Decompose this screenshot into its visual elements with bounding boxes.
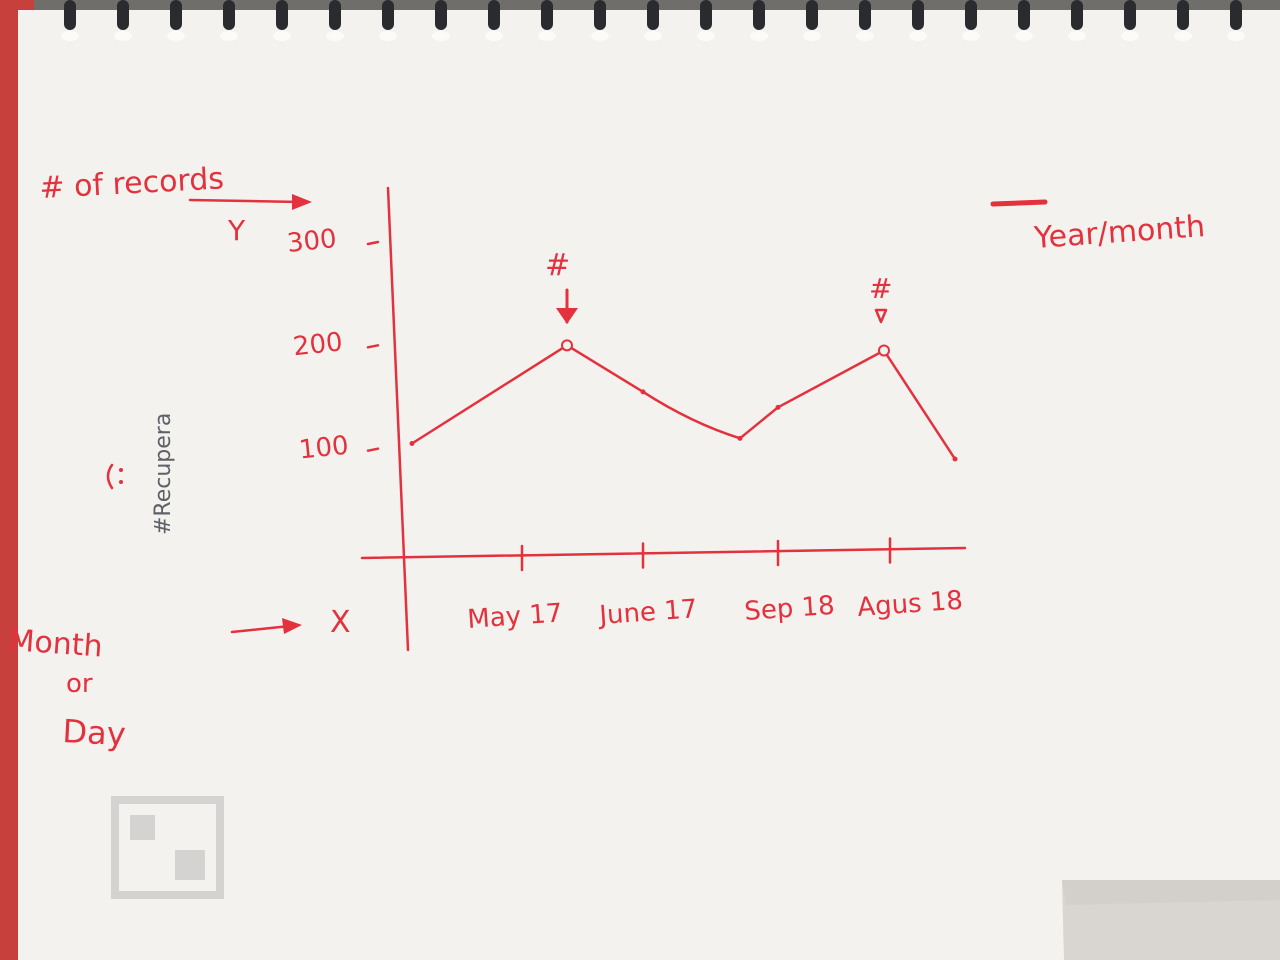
arrow-down-icon — [556, 288, 578, 324]
y-tick-mark — [366, 447, 380, 452]
x-tick-label: Sep 18 — [743, 591, 835, 627]
x-axis-title-line-1: Month — [7, 623, 103, 664]
spiral-coil — [114, 0, 132, 41]
peak-marker-1-label: # — [545, 248, 570, 283]
y-tick-label: 100 — [298, 431, 351, 466]
spiral-coil — [485, 0, 503, 41]
spiral-coil — [1015, 0, 1033, 41]
spiral-coil — [379, 0, 397, 41]
spiral-coil — [167, 0, 185, 41]
y-axis — [386, 186, 410, 652]
data-point — [952, 456, 958, 462]
y-tick-mark — [366, 344, 380, 349]
stamp-text: #Recupera — [151, 413, 176, 535]
x-tick-label: May 17 — [466, 598, 563, 635]
spiral-coil — [432, 0, 450, 41]
spiral-coil — [1121, 0, 1139, 41]
data-point — [775, 404, 781, 410]
smiley-icon — [106, 463, 123, 490]
paper-shadow — [1062, 880, 1280, 905]
spiral-coil — [803, 0, 821, 41]
data-point — [409, 441, 415, 446]
arrow-right-icon — [188, 194, 312, 210]
x-tick-label: June 17 — [596, 594, 698, 631]
peak-point — [561, 339, 573, 352]
series-layer — [409, 339, 958, 462]
paper-sheet — [18, 10, 1280, 960]
spiral-coil — [856, 0, 874, 41]
spiral-coil — [1227, 0, 1245, 41]
x-axis-title-line-3: Day — [62, 712, 127, 753]
x-tick-label: Agus 18 — [856, 586, 964, 623]
data-point — [640, 389, 646, 395]
x-tick-group: May 17 June 17 Sep 18 Agus 18 — [466, 537, 964, 635]
spiral-coil — [591, 0, 609, 41]
spiral-coil — [1068, 0, 1086, 41]
spiral-coil — [61, 0, 79, 41]
y-tick-label: 200 — [292, 327, 345, 362]
legend-swatch — [990, 199, 1048, 207]
x-axis-title-line-2: or — [66, 669, 93, 699]
x-axis-marker: X — [330, 605, 351, 640]
y-tick-label: 300 — [286, 224, 339, 259]
data-point — [737, 435, 743, 441]
spiral-coil — [909, 0, 927, 41]
spiral-coil — [750, 0, 768, 41]
spiral-coil — [326, 0, 344, 41]
arrow-right-icon — [230, 618, 302, 634]
y-tick-mark — [366, 240, 380, 246]
peak-point — [878, 344, 890, 357]
y-tick-group: 100 200 300 — [286, 224, 380, 466]
spiral-coil — [697, 0, 715, 41]
arrow-down-icon — [874, 308, 888, 324]
y-axis-marker: Y — [227, 214, 246, 247]
peak-marker-2-label: # — [869, 272, 892, 305]
spiral-coil — [644, 0, 662, 41]
spiral-coil — [538, 0, 556, 41]
spiral-coil — [273, 0, 291, 41]
spiral-coil — [962, 0, 980, 41]
spiral-coil — [220, 0, 238, 41]
x-axis — [360, 546, 967, 560]
spiral-coil — [1174, 0, 1192, 41]
qr-watermark — [111, 796, 224, 899]
spiral-binding-icon — [61, 0, 1245, 41]
